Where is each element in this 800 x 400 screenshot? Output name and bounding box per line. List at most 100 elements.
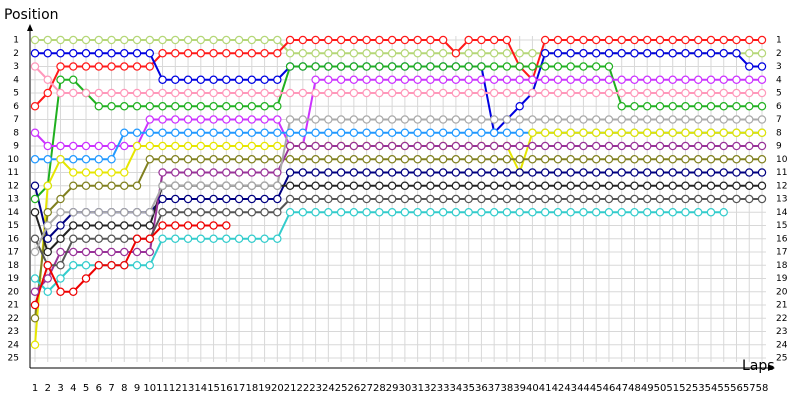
y-tick-label-right: 18 xyxy=(776,261,788,271)
lap-marker xyxy=(196,88,206,98)
lap-marker xyxy=(553,62,563,71)
lap-marker xyxy=(260,128,269,137)
lap-marker xyxy=(706,168,716,177)
lap-marker xyxy=(413,62,422,71)
lap-marker xyxy=(732,181,741,190)
lap-marker xyxy=(375,168,384,177)
lap-marker xyxy=(298,88,308,98)
lap-marker xyxy=(477,115,486,124)
lap-marker xyxy=(387,115,397,124)
lap-marker xyxy=(324,35,333,45)
lap-marker xyxy=(540,75,550,84)
lap-marker xyxy=(438,128,448,137)
lap-marker xyxy=(604,181,614,190)
lap-marker xyxy=(196,75,206,84)
lap-marker xyxy=(630,88,639,98)
lap-marker xyxy=(285,115,295,124)
lap-marker xyxy=(132,261,142,270)
lap-marker xyxy=(630,102,639,111)
lap-marker xyxy=(604,49,614,58)
lap-marker xyxy=(426,168,435,177)
x-tick-label: 42 xyxy=(552,383,565,394)
lap-marker xyxy=(107,155,116,164)
lap-marker xyxy=(285,155,295,164)
lap-marker xyxy=(426,62,435,71)
lap-marker xyxy=(273,88,282,98)
lap-marker xyxy=(502,75,512,84)
lap-marker xyxy=(438,168,448,177)
lap-marker xyxy=(604,88,614,98)
lap-marker xyxy=(387,75,397,84)
lap-marker xyxy=(120,102,129,111)
y-tick-label: 10 xyxy=(8,155,20,165)
lap-marker xyxy=(502,62,512,71)
lap-marker xyxy=(413,115,422,124)
lap-marker xyxy=(209,35,218,45)
lap-marker xyxy=(171,75,180,84)
lap-marker xyxy=(528,115,537,124)
lap-marker xyxy=(247,49,257,58)
lap-marker xyxy=(617,168,626,177)
lap-marker xyxy=(196,155,206,164)
lap-marker xyxy=(234,35,244,45)
lap-marker xyxy=(464,62,473,71)
lap-marker xyxy=(285,88,295,98)
lap-marker xyxy=(706,49,716,58)
x-tick-label: 15 xyxy=(207,383,220,394)
lap-marker xyxy=(56,155,65,164)
x-tick-label: 31 xyxy=(411,383,424,394)
lap-marker xyxy=(502,115,512,124)
lap-marker xyxy=(668,155,677,164)
lap-marker xyxy=(426,35,435,45)
lap-marker xyxy=(107,221,116,230)
lap-marker xyxy=(69,155,78,164)
lap-marker xyxy=(247,208,257,217)
lap-marker xyxy=(655,194,665,204)
lap-marker xyxy=(681,88,690,98)
lap-marker xyxy=(158,141,167,151)
lap-marker xyxy=(196,181,206,190)
lap-marker xyxy=(247,181,257,190)
lap-marker xyxy=(362,35,371,45)
lap-marker xyxy=(489,168,499,177)
lap-marker xyxy=(643,181,652,190)
lap-marker xyxy=(757,35,767,45)
x-tick-label: 35 xyxy=(462,383,475,394)
y-tick-label: 14 xyxy=(8,208,20,218)
y-tick-label-right: 24 xyxy=(776,340,788,350)
lap-marker xyxy=(757,115,767,124)
lap-marker xyxy=(515,102,524,111)
lap-marker xyxy=(515,141,524,151)
x-tick-label: 44 xyxy=(577,383,590,394)
lap-marker xyxy=(273,35,282,45)
lap-marker xyxy=(311,141,320,151)
y-tick-label: 24 xyxy=(8,340,20,350)
lap-marker xyxy=(553,128,563,137)
lap-marker xyxy=(260,75,269,84)
lap-marker xyxy=(477,194,486,204)
lap-marker xyxy=(464,35,473,45)
lap-marker xyxy=(145,62,154,71)
lap-marker xyxy=(234,194,244,204)
lap-marker xyxy=(540,194,550,204)
lap-marker xyxy=(324,208,333,217)
lap-marker xyxy=(579,181,588,190)
lap-marker xyxy=(553,75,563,84)
lap-marker xyxy=(477,49,486,58)
x-tick-label: 13 xyxy=(182,383,195,394)
lap-marker xyxy=(362,62,371,71)
lap-marker xyxy=(757,88,767,98)
x-tick-label: 17 xyxy=(233,383,246,394)
lap-marker xyxy=(745,75,754,84)
lap-marker xyxy=(591,181,601,190)
lap-marker xyxy=(515,62,524,71)
lap-marker xyxy=(745,128,754,137)
lap-marker xyxy=(222,75,231,84)
lap-marker xyxy=(311,35,320,45)
lap-marker xyxy=(183,128,193,137)
lap-marker xyxy=(69,247,78,257)
lap-marker xyxy=(260,141,269,151)
lap-marker xyxy=(668,35,677,45)
lap-marker xyxy=(694,141,703,151)
lap-marker xyxy=(732,115,741,124)
